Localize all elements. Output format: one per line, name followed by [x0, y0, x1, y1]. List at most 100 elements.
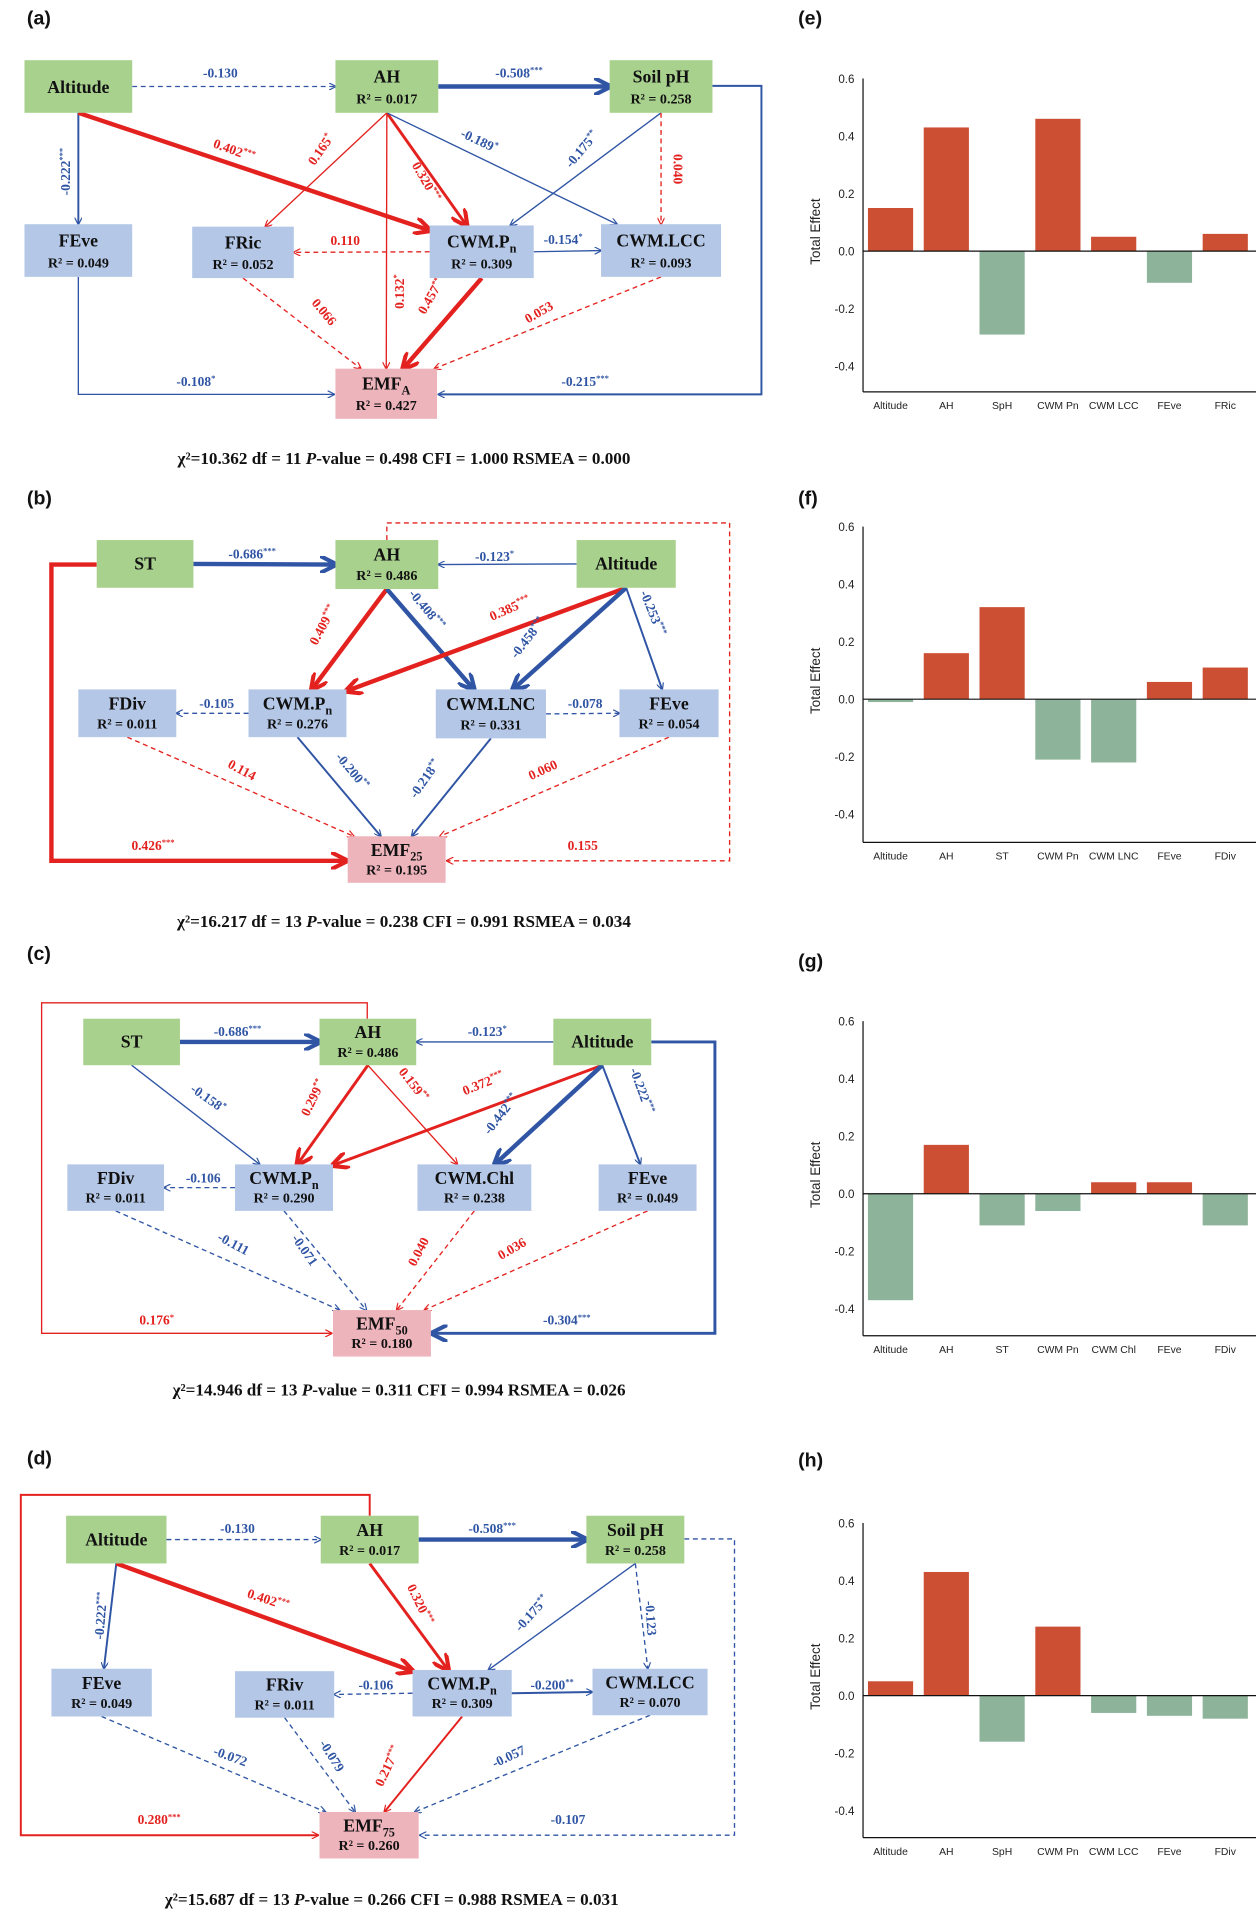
bar-cwm-chl — [1091, 1182, 1137, 1194]
coefficient-value: 0.114 — [225, 756, 258, 783]
node-r-squared: R² = 0.260 — [339, 1838, 400, 1854]
node-subscript: n — [510, 241, 517, 255]
chart-f: (f) 0.6 0.4 0.2 0.0 -0.2 -0.4 Total Effect Altit… — [798, 488, 1256, 863]
bar-ah — [923, 1144, 969, 1194]
node-name: CWM.LCC — [605, 1672, 694, 1692]
node-title: FEve — [628, 1168, 668, 1188]
node-st: ST — [83, 1018, 180, 1066]
node-box — [335, 60, 439, 113]
x-tick-label: FEve — [1157, 852, 1181, 863]
coefficient-value: 0.402 — [245, 1586, 279, 1610]
panel-label: (d) — [27, 1447, 52, 1469]
x-tick-label: CWM LCC — [1089, 1847, 1139, 1858]
node-fdiv: FDiv R² = 0.011 — [67, 1164, 165, 1211]
node-box — [319, 1811, 419, 1859]
node-name: EMF — [343, 1816, 382, 1836]
y-tick-label: 0.2 — [838, 1131, 854, 1144]
fit-statistics: χ²=10.362 df = 11 P-value = 0.498 CFI = … — [177, 449, 631, 468]
path-cwmpn-to-emf — [283, 1210, 366, 1310]
significance-stars: *** — [429, 185, 444, 201]
significance-stars: *** — [168, 1811, 181, 1821]
coefficient-value: -0.222 — [58, 160, 73, 195]
significance-stars: * — [220, 1100, 229, 1111]
x-tick-label: CWM Pn — [1037, 401, 1079, 412]
path-coefficient: 0.372*** — [460, 1067, 506, 1098]
path-altitude-to-cwmpn — [115, 1561, 412, 1671]
path-cwmpn-to-friv — [334, 1693, 413, 1694]
y-tick-label: 0.4 — [838, 1575, 855, 1588]
significance-stars: *** — [656, 620, 670, 636]
x-tick-label: CWM LCC — [1089, 401, 1139, 412]
node-subscript: 50 — [396, 1323, 408, 1337]
path-st-to-emf — [49, 562, 346, 861]
node-title: AH — [374, 545, 401, 565]
y-tick-label: -0.2 — [834, 751, 854, 764]
node-name: FEve — [649, 693, 689, 713]
path-coefficient: 0.036 — [495, 1234, 529, 1262]
node-r-squared: R² = 0.017 — [356, 91, 417, 107]
bar-cwm-lcc — [1091, 236, 1137, 252]
node-name: Altitude — [47, 77, 109, 97]
path-ah-to-cwmpn — [385, 111, 467, 226]
path-coefficient: -0.222*** — [90, 1591, 110, 1640]
path-coefficient: 0.155 — [568, 838, 599, 853]
node-name: CWM.P — [427, 1673, 490, 1693]
coefficient-value: -0.253 — [637, 588, 664, 626]
bar-fdiv — [1202, 1695, 1248, 1719]
bar-feve — [1146, 1695, 1193, 1716]
x-tick-label: Altitude — [873, 1847, 908, 1858]
bar-cwm-lnc — [1091, 699, 1137, 763]
y-tick-label: 0.6 — [838, 521, 854, 534]
coefficient-value: 0.426 — [131, 838, 162, 853]
path-coefficient: -0.057 — [490, 1742, 528, 1770]
y-tick-label: 0.4 — [838, 578, 855, 591]
node-box — [335, 540, 439, 590]
node-name: FDiv — [109, 693, 147, 713]
node-subscript: n — [325, 703, 332, 717]
coefficient-value: -0.123 — [468, 1024, 503, 1039]
path-coefficient: -0.123 — [642, 1600, 659, 1636]
path-coefficient: -0.200** — [530, 1677, 573, 1693]
significance-stars: * — [510, 548, 514, 558]
node-soilph: Soil pH R² = 0.258 — [586, 1515, 685, 1564]
panel-label: (b) — [27, 488, 52, 510]
path-coefficient: 0.159** — [396, 1064, 432, 1104]
significance-stars: * — [391, 274, 401, 278]
path-coefficient: 0.320*** — [404, 1581, 437, 1627]
path-soilph-to-cwmpn — [488, 1562, 636, 1670]
path-coefficient: -0.508*** — [495, 64, 543, 80]
path-coefficient: -0.154* — [544, 231, 583, 247]
significance-stars: *** — [530, 64, 543, 74]
x-tick-label: FEve — [1157, 1345, 1181, 1356]
node-name: FDiv — [97, 1168, 135, 1188]
node-box — [235, 1671, 335, 1718]
path-soilph-to-cwmpn — [510, 112, 662, 226]
node-feve: FEve R² = 0.054 — [619, 689, 719, 738]
node-name: FEve — [628, 1168, 668, 1188]
bar-sph — [979, 251, 1025, 335]
fit-indices: -value = 0.498 CFI = 1.000 RSMEA = 0.000 — [316, 449, 630, 468]
x-tick-label: Altitude — [873, 852, 908, 863]
path-coefficient: -0.130 — [220, 1521, 255, 1536]
p-symbol: P — [305, 912, 317, 931]
node-box — [429, 225, 534, 279]
coefficient-value: -0.111 — [215, 1229, 252, 1258]
node-altitude: Altitude — [576, 540, 676, 588]
p-symbol: P — [293, 1890, 305, 1909]
coefficient-value: 0.040 — [405, 1235, 433, 1269]
node-subscript: A — [402, 384, 411, 398]
node-r-squared: R² = 0.427 — [356, 398, 417, 414]
panel-label: (e) — [798, 8, 822, 30]
chi-square: χ²=15.687 df = 13 — [164, 1890, 294, 1909]
path-coefficient: 0.053 — [522, 298, 556, 326]
node-name: CWM.P — [263, 693, 326, 713]
coefficient-value: -0.304 — [543, 1313, 578, 1328]
path-coefficient: -0.072 — [212, 1743, 250, 1769]
node-r-squared: R² = 0.331 — [460, 718, 521, 734]
path-ah-to-cwmlnc — [385, 587, 474, 689]
x-tick-label: SpH — [992, 1847, 1012, 1858]
path-coefficient: -0.106 — [186, 1171, 221, 1186]
y-tick-label: 0.0 — [838, 1690, 854, 1703]
path-cwmpn-to-cwmlcc — [511, 1692, 593, 1693]
